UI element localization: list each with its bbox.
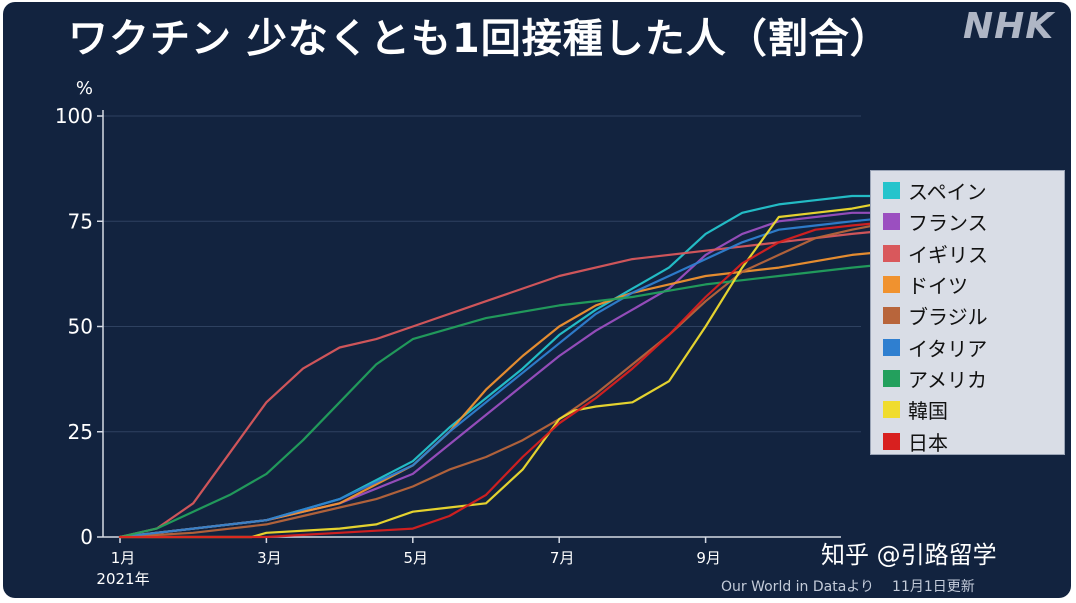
legend-swatch bbox=[883, 432, 900, 450]
legend-label: アメリカ bbox=[908, 367, 987, 392]
x-tick-label: 5月 bbox=[404, 549, 429, 567]
series-line-5 bbox=[118, 220, 898, 539]
series-line-9 bbox=[118, 220, 898, 539]
legend-item: ドイツ bbox=[871, 269, 1064, 300]
legend-swatch bbox=[883, 401, 900, 419]
legend-item: 日本 bbox=[871, 425, 1064, 456]
legend-swatch bbox=[883, 276, 900, 294]
legend-item: イギリス bbox=[871, 238, 1064, 269]
line-chart: 0 25 50 75 100% 1月 3月 5月 7月 9月 2021年 bbox=[55, 78, 898, 588]
series-line-3 bbox=[118, 228, 898, 539]
legend-swatch bbox=[883, 369, 900, 387]
legend-item: スペイン bbox=[871, 175, 1064, 206]
legend-item: 韓国 bbox=[871, 394, 1064, 425]
series-line-2 bbox=[118, 211, 890, 539]
legend-label: スペイン bbox=[908, 180, 987, 205]
legend-label: ブラジル bbox=[908, 305, 988, 330]
legend-swatch bbox=[883, 307, 900, 325]
source-label: Our World in Dataより bbox=[721, 579, 875, 595]
legend-item: ブラジル bbox=[871, 300, 1064, 331]
legend-label: イギリス bbox=[908, 242, 988, 267]
legend-label: 日本 bbox=[908, 430, 948, 455]
x-year-label: 2021年 bbox=[96, 570, 149, 588]
y-tick-label: 75 bbox=[68, 209, 93, 233]
legend-label: フランス bbox=[908, 211, 988, 236]
legend-item: フランス bbox=[871, 206, 1064, 237]
series-line-8 bbox=[118, 199, 898, 539]
x-tick-label: 1月 bbox=[111, 549, 136, 567]
chart-legend: スペインフランスイギリスドイツブラジルイタリアアメリカ韓国日本 bbox=[870, 170, 1065, 455]
legend-label: 韓国 bbox=[908, 399, 948, 424]
watermark: 知乎 @引路留学 bbox=[821, 541, 997, 569]
legend-swatch bbox=[883, 213, 900, 231]
series-line-6 bbox=[118, 215, 898, 539]
y-tick-label: 50 bbox=[68, 315, 93, 339]
legend-label: イタリア bbox=[908, 336, 988, 361]
nhk-logo: NHK bbox=[963, 6, 1055, 47]
y-tick-label: 100 bbox=[55, 104, 93, 128]
y-tick-label: 0 bbox=[80, 525, 93, 549]
y-tick-label: 25 bbox=[68, 420, 93, 444]
legend-swatch bbox=[883, 338, 900, 356]
x-tick-label: 3月 bbox=[257, 549, 282, 567]
legend-item: アメリカ bbox=[871, 363, 1064, 394]
x-tick-label: 9月 bbox=[696, 549, 721, 567]
chart-frame: ワクチン 少なくとも1回接種した人（割合） NHK 0 25 50 75 100% 1月 3… bbox=[3, 2, 1071, 598]
legend-swatch bbox=[883, 244, 900, 262]
series-line-7 bbox=[118, 262, 898, 539]
legend-item: イタリア bbox=[871, 331, 1064, 362]
update-date: 11月1日更新 bbox=[892, 579, 975, 595]
legend-swatch bbox=[883, 182, 900, 200]
chart-title: ワクチン 少なくとも1回接種した人（割合） bbox=[68, 16, 891, 62]
x-tick-label: 7月 bbox=[550, 549, 575, 567]
legend-label: ドイツ bbox=[908, 274, 968, 299]
source-note: Our World in Dataより 11月1日更新 bbox=[721, 576, 975, 596]
y-axis-label: % bbox=[76, 78, 93, 99]
